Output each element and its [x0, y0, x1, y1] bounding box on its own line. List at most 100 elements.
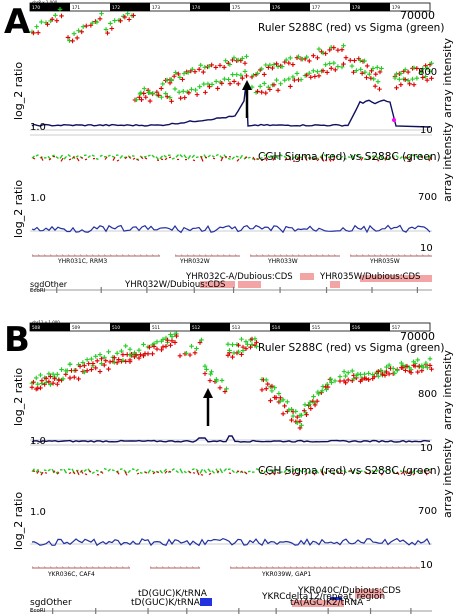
data-point: [267, 155, 271, 159]
data-point: [272, 385, 277, 391]
data-point: [366, 377, 371, 383]
data-point: [364, 471, 368, 474]
data-point: [97, 352, 103, 357]
feature-block: [200, 598, 212, 606]
data-point: [112, 355, 117, 361]
data-point: [420, 156, 424, 159]
ruler-block: [270, 323, 310, 331]
data-point: [408, 157, 412, 162]
data-point: [176, 71, 181, 77]
data-point: [284, 157, 288, 161]
data-point: [47, 468, 51, 472]
data-point: [79, 29, 85, 35]
data-point: [94, 19, 100, 25]
data-point: [324, 387, 329, 392]
data-point: [242, 60, 248, 66]
data-point: [319, 154, 323, 158]
data-point: [137, 91, 143, 97]
data-point: [208, 472, 212, 476]
data-point: [139, 471, 143, 475]
data-point: [267, 87, 273, 92]
data-point: [394, 368, 400, 373]
data-point: [347, 57, 353, 63]
features-label: sgdOther: [30, 280, 68, 289]
data-point: [244, 471, 248, 475]
data-point: [423, 360, 429, 366]
data-point: [240, 348, 246, 353]
data-point: [112, 18, 117, 23]
ruler-tick-label: 513: [232, 325, 240, 330]
data-point: [375, 155, 380, 160]
data-point: [275, 87, 281, 93]
data-point: [217, 63, 223, 68]
data-point: [179, 468, 184, 474]
data-point: [124, 471, 128, 476]
data-point: [359, 71, 365, 76]
data-point: [180, 77, 185, 82]
data-point: [423, 468, 428, 472]
data-point: [202, 363, 208, 369]
data-point: [323, 62, 328, 68]
data-point: [35, 468, 40, 473]
data-point: [51, 468, 56, 474]
data-point: [194, 92, 200, 97]
data-point: [177, 75, 183, 80]
data-point: [347, 156, 351, 159]
data-point: [44, 472, 48, 474]
intensity-line: [31, 537, 431, 547]
data-point: [427, 154, 432, 160]
data-point: [197, 340, 203, 345]
data-point: [343, 380, 348, 386]
ruler-block: [350, 323, 390, 331]
data-point: [99, 11, 104, 16]
data-point: [99, 154, 103, 157]
ruler-block: [30, 3, 70, 11]
data-point: [351, 469, 356, 474]
data-point: [227, 348, 232, 353]
intensity-tick-low: 10: [420, 443, 433, 454]
data-point: [337, 374, 343, 379]
data-point: [76, 376, 81, 382]
data-point: [384, 364, 389, 370]
ruler-label: chr11 x 1,000: [32, 320, 60, 325]
data-point: [316, 73, 322, 79]
mid-plot-title: CGH Sigma (red) vs S288C (green): [258, 151, 441, 163]
data-point: [324, 381, 330, 387]
data-point: [127, 346, 133, 352]
data-point: [35, 381, 41, 387]
data-point: [263, 386, 269, 392]
data-point: [40, 471, 44, 476]
feature-block: [200, 281, 235, 288]
data-point: [273, 395, 279, 400]
data-point: [107, 154, 111, 157]
right-axis-label: array intensity: [441, 349, 454, 430]
data-point: [392, 156, 396, 161]
feature-block: [300, 273, 314, 280]
data-point: [315, 69, 320, 74]
data-point: [341, 61, 346, 67]
data-point: [311, 53, 316, 58]
data-point: [139, 97, 144, 102]
data-point: [343, 373, 348, 379]
data-point: [399, 156, 403, 160]
data-point: [407, 155, 411, 159]
data-point: [198, 62, 203, 68]
data-point: [84, 158, 88, 161]
data-point: [52, 470, 56, 473]
data-point: [272, 156, 276, 161]
data-point: [315, 469, 320, 474]
data-point: [56, 472, 60, 475]
data-point: [379, 66, 384, 71]
ruler-tick-label: 509: [72, 325, 80, 330]
data-point: [363, 376, 369, 381]
data-point: [165, 337, 170, 343]
data-point: [308, 75, 314, 80]
data-point: [337, 378, 343, 384]
data-point: [259, 66, 264, 72]
data-point: [325, 384, 331, 390]
data-point: [398, 71, 404, 76]
data-point: [300, 158, 304, 161]
data-point: [357, 58, 363, 63]
data-point: [99, 356, 104, 362]
data-point: [109, 26, 115, 31]
